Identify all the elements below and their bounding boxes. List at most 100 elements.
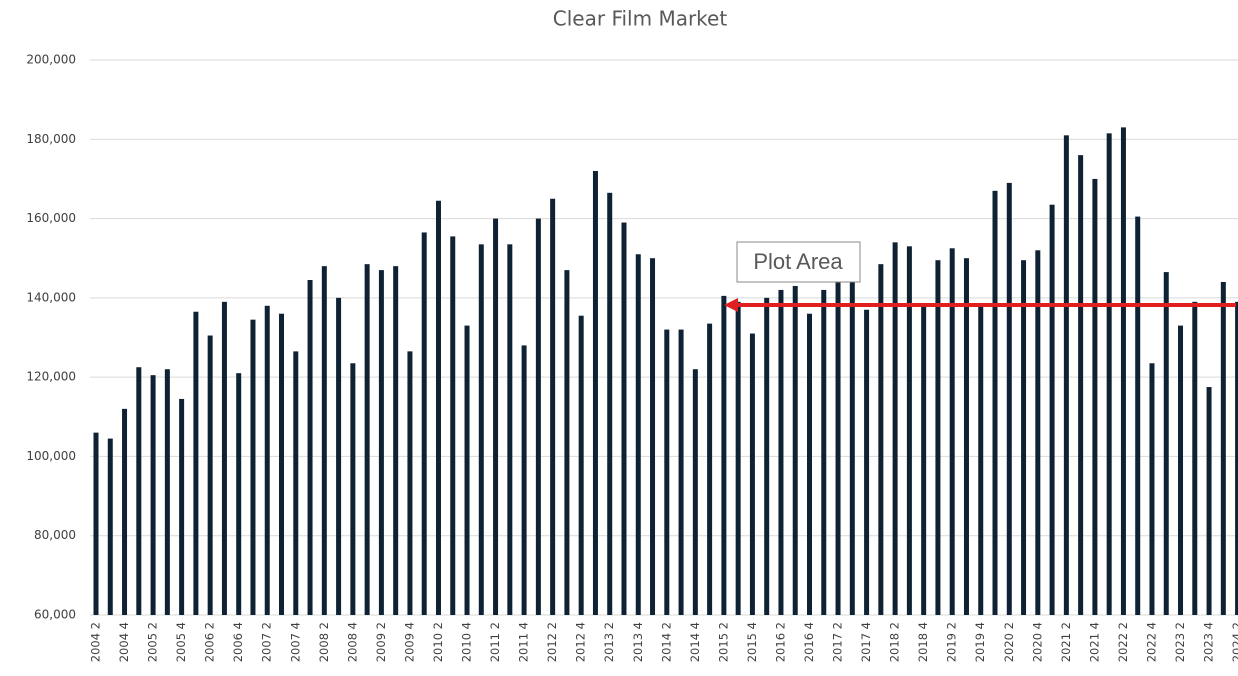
x-tick-label: 2008 2 (317, 622, 331, 662)
x-tick-label: 2018 2 (888, 622, 902, 662)
bar (978, 305, 984, 615)
bar (122, 408, 128, 615)
x-tick-label: 2020 2 (1002, 622, 1016, 662)
bar (864, 309, 870, 615)
x-tick-label: 2009 2 (374, 622, 388, 662)
arrow-head (724, 298, 738, 312)
bar (735, 301, 741, 615)
bar (892, 242, 898, 615)
x-tick-label: 2010 2 (431, 622, 445, 662)
bar (1092, 178, 1098, 615)
bar (1021, 260, 1027, 615)
bar (1235, 301, 1238, 615)
bar (821, 289, 827, 615)
bar (792, 285, 798, 615)
x-tick-label: 2007 4 (288, 622, 302, 662)
bar (521, 345, 527, 615)
x-tick-label: 2004 2 (89, 622, 103, 662)
bar (692, 369, 698, 615)
bar (1135, 216, 1141, 615)
bar (849, 278, 855, 615)
bar (435, 200, 441, 615)
bar (621, 222, 627, 616)
bar (963, 258, 969, 615)
bar (878, 264, 884, 615)
bar (378, 270, 384, 615)
bar (450, 236, 456, 616)
bar (592, 171, 598, 615)
bar (1106, 133, 1112, 615)
bar (1206, 387, 1212, 615)
bar (550, 198, 556, 615)
bar (236, 373, 242, 615)
bar (578, 315, 584, 615)
bar (721, 295, 727, 615)
bar (493, 218, 499, 616)
bar (1120, 127, 1126, 616)
x-tick-label: 2016 2 (773, 622, 787, 662)
tooltip-box (736, 241, 861, 283)
bar (193, 311, 199, 615)
x-tick-label: 2006 2 (203, 622, 217, 662)
bar (778, 289, 784, 615)
x-tick-label: 2005 4 (174, 622, 188, 662)
x-tick-label: 2014 2 (659, 622, 673, 662)
bar (1149, 363, 1155, 615)
y-tick-label: 140,000 (26, 290, 76, 304)
x-tick-label: 2011 2 (488, 622, 502, 662)
y-tick-label: 120,000 (26, 370, 76, 384)
tooltip: Plot Area (753, 249, 843, 274)
bar (350, 363, 356, 615)
plot-area: 60,000 80,000 100,000 120,000 140,000 160,000… (26, 53, 1238, 662)
x-tick-label: 2023 4 (1202, 622, 1216, 662)
bar (1006, 182, 1012, 615)
x-tick-label: 2017 4 (859, 622, 873, 662)
bar (221, 301, 227, 615)
bar (1063, 135, 1069, 616)
x-tick-label: 2017 2 (831, 622, 845, 662)
x-tick-label: 2009 4 (402, 622, 416, 662)
x-tick-label: 2015 2 (716, 622, 730, 662)
x-tick-label: 2019 4 (973, 622, 987, 662)
bar (93, 432, 99, 615)
x-tick-label: 2004 4 (117, 622, 131, 662)
bar (1078, 155, 1084, 615)
bar (364, 264, 370, 615)
x-tick-label: 2018 4 (916, 622, 930, 662)
bar (421, 232, 427, 616)
x-tick-label: 2012 2 (545, 622, 559, 662)
x-tick-label: 2011 4 (517, 622, 531, 662)
chart-title: Clear Film Market (553, 7, 728, 31)
bar (464, 325, 470, 615)
bar (1220, 282, 1226, 615)
bar (321, 266, 327, 615)
y-tick-label: 80,000 (34, 528, 76, 542)
bar (150, 375, 156, 615)
bar (307, 280, 313, 615)
y-tick-label: 180,000 (26, 132, 76, 146)
x-tick-label: 2012 4 (574, 622, 588, 662)
bar (407, 351, 413, 615)
bar (992, 190, 998, 616)
bar (164, 369, 170, 615)
bar (1035, 250, 1041, 616)
x-tick-label: 2021 4 (1087, 622, 1101, 662)
y-tick-label: 100,000 (26, 449, 76, 463)
x-tick-label: 2022 4 (1144, 622, 1158, 662)
bar (935, 260, 941, 615)
x-tick-label: 2022 2 (1116, 622, 1130, 662)
x-tick-label: 2013 2 (602, 622, 616, 662)
x-tick-label: 2010 4 (460, 622, 474, 662)
x-tick-label: 2024 2 (1230, 622, 1238, 662)
y-tick-label: 60,000 (34, 608, 76, 622)
bar (664, 329, 670, 615)
bar (179, 398, 185, 615)
bar (279, 313, 285, 615)
bar (293, 351, 299, 615)
bar (336, 297, 342, 615)
bar (507, 244, 513, 615)
bar (478, 244, 484, 615)
x-tick-label: 2021 2 (1059, 622, 1073, 662)
bar (835, 278, 841, 615)
